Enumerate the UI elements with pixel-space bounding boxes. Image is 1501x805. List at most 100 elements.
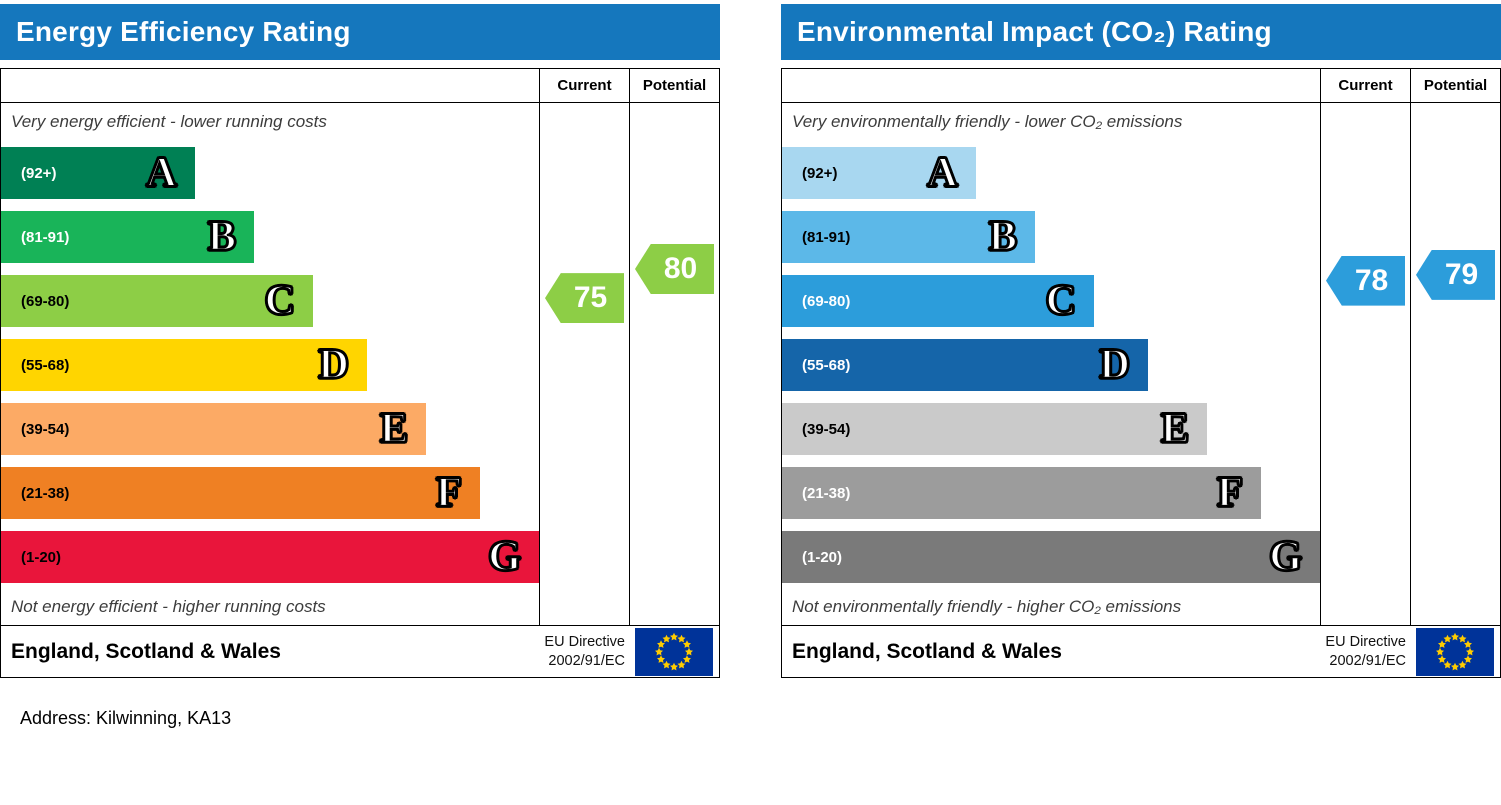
chart-table: Current Potential Very energy efficient … [0, 68, 720, 678]
eu-directive-label: EU Directive 2002/91/EC [544, 633, 625, 671]
band-area: Very energy efficient - lower running co… [1, 103, 539, 625]
eu-directive-line1: EU Directive [1325, 633, 1406, 650]
band-range-label: (21-38) [21, 484, 70, 502]
band-bar: (39-54) E [1, 403, 427, 455]
current-value: 75 [573, 281, 608, 315]
band-range-label: (92+) [802, 164, 838, 182]
band-row: (39-54) E [1, 397, 539, 461]
band-letter: C [264, 278, 296, 324]
band-rows: (92+) A (81-91) B (69-80) C (55-68) D (39-54) E (2… [782, 141, 1320, 589]
band-row: (55-68) D [1, 333, 539, 397]
epc-chart: Environmental Impact (CO₂) Rating Curren… [781, 4, 1501, 678]
potential-col: 79 [1410, 103, 1500, 625]
bottom-caption: Not energy efficient - higher running co… [11, 597, 326, 616]
band-bar: (81-91) B [1, 211, 254, 263]
band-bar: (39-54) E [782, 403, 1208, 455]
top-caption: Very environmentally friendly - lower CO… [792, 112, 1183, 131]
current-column-header: Current [539, 69, 629, 102]
chart-body: Very energy efficient - lower running co… [1, 103, 719, 625]
top-caption: Very energy efficient - lower running co… [11, 112, 327, 131]
band-bar: (92+) A [1, 147, 195, 199]
chart-footer: England, Scotland & Wales EU Directive 2… [1, 625, 719, 677]
band-bar: (92+) A [782, 147, 976, 199]
band-row: (21-38) F [1, 461, 539, 525]
band-row: (21-38) F [782, 461, 1320, 525]
potential-value: 80 [663, 252, 698, 285]
band-row: (1-20) G [782, 525, 1320, 589]
chart-title-bar: Environmental Impact (CO₂) Rating [781, 4, 1501, 60]
band-bar: (55-68) D [782, 339, 1148, 391]
band-bar: (1-20) G [1, 531, 539, 583]
current-col: 78 [1320, 103, 1410, 625]
band-bar: (21-38) F [1, 467, 480, 519]
header-spacer [782, 69, 1320, 102]
band-letter: B [207, 214, 237, 260]
band-range-label: (21-38) [802, 484, 851, 502]
band-letter: D [1098, 342, 1130, 388]
eu-directive-line2: 2002/91/EC [548, 652, 625, 669]
band-row: (39-54) E [782, 397, 1320, 461]
band-letter: A [926, 150, 958, 196]
address-label: Address: Kilwinning, KA13 [20, 708, 232, 728]
band-letter: G [1268, 534, 1303, 580]
band-letter: A [145, 150, 177, 196]
band-range-label: (55-68) [21, 356, 70, 374]
band-letter: C [1045, 278, 1077, 324]
potential-column-header: Potential [1410, 69, 1500, 102]
band-row: (81-91) B [1, 205, 539, 269]
potential-arrow: 80 [635, 244, 714, 294]
current-arrow: 75 [545, 273, 624, 324]
eu-flag-icon [1416, 627, 1494, 676]
band-range-label: (69-80) [21, 292, 70, 310]
band-bar: (55-68) D [1, 339, 367, 391]
band-row: (92+) A [1, 141, 539, 205]
chart-title: Energy Efficiency Rating [16, 16, 351, 47]
potential-column-header: Potential [629, 69, 719, 102]
band-range-label: (69-80) [802, 292, 851, 310]
band-letter: G [487, 534, 522, 580]
bottom-caption: Not environmentally friendly - higher CO… [792, 597, 1182, 616]
potential-arrow: 79 [1416, 249, 1495, 300]
band-letter: D [317, 342, 349, 388]
band-range-label: (39-54) [21, 420, 70, 438]
band-range-label: (1-20) [802, 548, 843, 566]
chart-title-bar: Energy Efficiency Rating [0, 4, 720, 60]
chart-body: Very environmentally friendly - lower CO… [782, 103, 1500, 625]
band-letter: B [988, 214, 1018, 260]
band-row: (1-20) G [1, 525, 539, 589]
band-bar: (1-20) G [782, 531, 1320, 583]
band-rows: (92+) A (81-91) B (69-80) C (55-68) D (39-54) E (2… [1, 141, 539, 589]
eu-directive-line1: EU Directive [544, 633, 625, 650]
band-letter: E [379, 406, 409, 452]
band-bar: (21-38) F [782, 467, 1261, 519]
chart-title: Environmental Impact (CO₂) Rating [797, 16, 1272, 47]
chart-footer: England, Scotland & Wales EU Directive 2… [782, 625, 1500, 677]
potential-value: 79 [1444, 257, 1479, 291]
current-column-header: Current [1320, 69, 1410, 102]
band-row: (92+) A [782, 141, 1320, 205]
band-area: Very environmentally friendly - lower CO… [782, 103, 1320, 625]
potential-col: 80 [629, 103, 719, 625]
band-bar: (69-80) C [782, 275, 1095, 327]
eu-directive-line2: 2002/91/EC [1329, 652, 1406, 669]
eu-flag-icon [635, 627, 713, 676]
epc-chart: Energy Efficiency Rating Current Potenti… [0, 4, 720, 678]
band-letter: F [1216, 470, 1244, 516]
band-letter: F [435, 470, 463, 516]
header-spacer [1, 69, 539, 102]
epc-charts: Energy Efficiency Rating Current Potenti… [0, 4, 1501, 678]
band-bar: (81-91) B [782, 211, 1035, 263]
column-header-row: Current Potential [782, 69, 1500, 103]
band-range-label: (55-68) [802, 356, 851, 374]
band-row: (81-91) B [782, 205, 1320, 269]
band-row: (69-80) C [782, 269, 1320, 333]
band-range-label: (81-91) [21, 228, 70, 246]
band-range-label: (1-20) [21, 548, 62, 566]
band-range-label: (92+) [21, 164, 57, 182]
current-value: 78 [1354, 263, 1389, 297]
chart-table: Current Potential Very environmentally f… [781, 68, 1501, 678]
current-col: 75 [539, 103, 629, 625]
band-row: (69-80) C [1, 269, 539, 333]
band-range-label: (39-54) [802, 420, 851, 438]
band-bar: (69-80) C [1, 275, 314, 327]
